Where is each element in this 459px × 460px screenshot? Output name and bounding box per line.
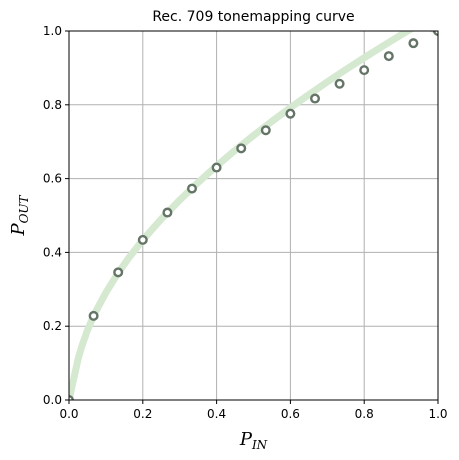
data-point (383, 51, 394, 62)
data-point (285, 108, 296, 119)
data-point (186, 183, 197, 194)
y-axis-label-sub: OUT (17, 194, 31, 223)
x-axis-label: PIN (239, 429, 268, 452)
x-tick-label: 0.6 (281, 407, 300, 421)
data-point (162, 207, 173, 218)
tonemap-curve (69, 31, 438, 400)
data-point (334, 78, 345, 89)
data-point (137, 234, 148, 245)
x-tick-label: 0.8 (355, 407, 374, 421)
plot-frame (68, 30, 439, 401)
chart-title: Rec. 709 tonemapping curve (152, 9, 354, 25)
x-tick-label: 0.0 (59, 407, 78, 421)
y-axis-label: POUT (8, 194, 31, 236)
marker-layer (69, 31, 438, 400)
grid (68, 30, 439, 401)
y-tick-label: 0.0 (43, 393, 62, 407)
ticks: 0.0 0.2 0.4 0.6 0.8 1.0 0.0 0.2 0.4 0.6 0.8 1.0 (43, 24, 448, 421)
data-point (88, 310, 99, 321)
y-tick-label: 0.6 (43, 172, 62, 186)
data-point (236, 143, 247, 154)
x-tick-label: 1.0 (428, 407, 447, 421)
x-tick-label: 0.2 (133, 407, 152, 421)
y-tick-label: 0.2 (43, 319, 62, 333)
y-tick-label: 1.0 (43, 24, 62, 38)
curve-layer (69, 31, 438, 400)
data-point (260, 125, 271, 136)
data-point (408, 38, 419, 49)
y-axis-label-main: P (8, 223, 29, 237)
data-point (310, 93, 321, 104)
x-tick-label: 0.4 (207, 407, 226, 421)
y-tick-label: 0.4 (43, 245, 62, 259)
x-axis-label-sub: IN (251, 438, 268, 452)
data-point (113, 267, 124, 278)
x-axis-label-main: P (239, 429, 253, 450)
y-tick-label: 0.8 (43, 98, 62, 112)
data-point (359, 65, 370, 76)
data-point (69, 395, 74, 400)
data-point (211, 162, 222, 173)
